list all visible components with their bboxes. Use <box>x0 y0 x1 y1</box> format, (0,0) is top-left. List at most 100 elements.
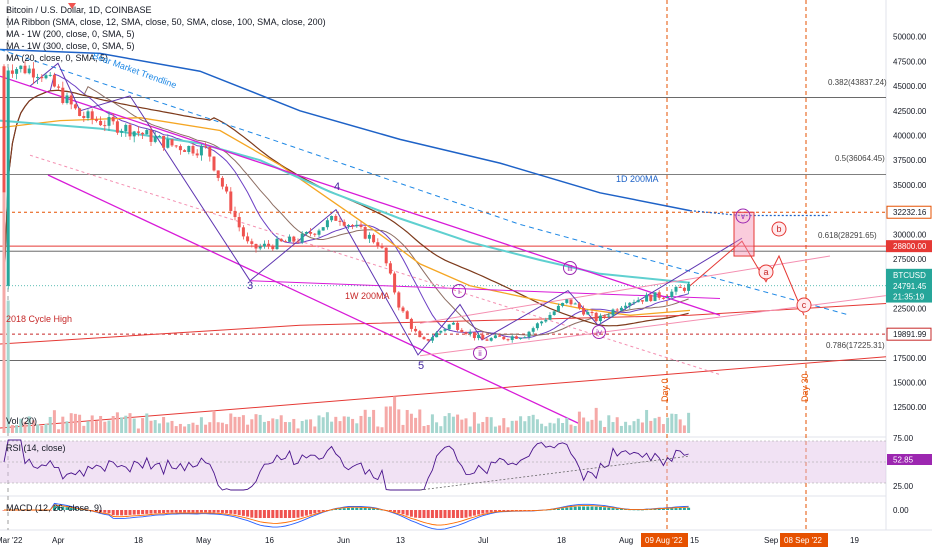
price-tag[interactable]: 32232.16 <box>886 205 932 219</box>
macd-hist-bar <box>338 508 342 510</box>
macd-hist-bar <box>157 510 161 514</box>
candle-body <box>10 70 14 74</box>
price-tag[interactable]: 19891.99 <box>886 327 932 341</box>
indicator-ma-ribbon[interactable]: MA Ribbon (SMA, close, 12, SMA, close, 5… <box>6 17 326 27</box>
candle-body <box>355 224 359 227</box>
macd-hist-bar <box>212 510 216 513</box>
volume-bar <box>367 416 371 433</box>
vol-pane-label[interactable]: Vol (20) <box>6 416 37 426</box>
candle-body <box>262 243 266 247</box>
volume-bar <box>472 412 476 433</box>
volume-bar <box>229 413 233 433</box>
wave-3-label: 3 <box>247 280 253 292</box>
volume-bar <box>477 423 481 433</box>
candle-body <box>472 332 476 339</box>
candle-body <box>338 220 342 222</box>
volume-bar <box>271 418 275 433</box>
macd-hist-bar <box>460 510 464 518</box>
candle-body <box>346 225 350 227</box>
macd-hist-bar <box>552 509 556 510</box>
macd-hist-bar <box>607 507 611 510</box>
candle-body <box>556 305 560 312</box>
time-axis[interactable]: Mar '22 Apr 18 May 16 Jun 13 Jul 18 Aug … <box>0 533 859 547</box>
candle-body <box>573 303 577 305</box>
volume-bar <box>565 417 569 433</box>
price-tick-label: 37500.00 <box>893 156 927 165</box>
wave-5-label: 5 <box>418 360 424 372</box>
channel-mid-line <box>249 280 721 299</box>
macd-hist-bar <box>376 509 380 510</box>
volume-bar <box>241 415 245 433</box>
candle-body <box>523 337 527 339</box>
macd-hist-bar <box>233 510 237 515</box>
time-label-sep08: 08 Sep '22 <box>784 536 823 545</box>
rsi-pane-label[interactable]: RSI (14, close) <box>6 443 66 453</box>
volume-bar <box>204 424 208 433</box>
macd-hist-bar <box>401 510 405 515</box>
candle-body <box>258 246 262 249</box>
price-tag[interactable]: 24791.45 <box>886 279 932 292</box>
volume-bar <box>199 417 203 433</box>
indicator-ma-20[interactable]: MA (20, close, 0, SMA, 5) <box>6 53 108 63</box>
macd-hist-bar <box>414 510 418 518</box>
candle-body <box>170 139 174 146</box>
candle-body <box>103 125 107 127</box>
macd-hist-bar <box>69 507 73 510</box>
candle-body <box>674 286 678 292</box>
volume-bar <box>468 426 472 433</box>
wave-ii-label: ii <box>478 349 482 358</box>
volume-bar <box>57 429 61 433</box>
macd-hist-bar <box>132 510 136 515</box>
price-tag[interactable]: 21:35:19 <box>886 290 932 303</box>
candle-body <box>603 315 607 317</box>
macd-hist-bar <box>120 510 124 516</box>
volume-bar <box>498 425 502 433</box>
event-marker-icon[interactable] <box>68 3 76 9</box>
volume-bar <box>397 409 401 433</box>
volume-bar <box>309 419 313 433</box>
price-tick-label: 30000.00 <box>893 230 927 239</box>
macd-hist-bar <box>334 509 338 510</box>
w200ma-label: 1W 200MA <box>345 291 390 301</box>
price-tag-text: 28800.00 <box>893 242 927 251</box>
volume-bar <box>359 415 363 433</box>
price-tag[interactable]: BTCUSD <box>886 268 932 281</box>
projection-zone-box[interactable] <box>733 211 755 257</box>
volume-bar <box>107 420 111 433</box>
indicator-ma-1w-300[interactable]: MA - 1W (300, close, 0, SMA, 5) <box>6 41 135 51</box>
candle-body <box>485 339 489 341</box>
candle-body <box>90 111 94 120</box>
price-tag-text: 21:35:19 <box>893 293 925 302</box>
macd-hist-bar <box>283 510 287 518</box>
price-tag[interactable]: 28800.00 <box>886 240 932 253</box>
macd-hist-bar <box>447 510 451 518</box>
candle-body <box>405 311 409 319</box>
macd-hist-bar <box>388 510 392 512</box>
macd-pane-label[interactable]: MACD (12, 26, close, 9) <box>6 503 102 513</box>
ma-1d-200-line <box>0 48 691 212</box>
volume-bar <box>405 409 409 433</box>
candle-body <box>464 332 468 334</box>
volume-bar <box>115 412 119 433</box>
volume-bar <box>435 422 439 433</box>
volume-bar <box>292 418 296 433</box>
price-tick-label: 22500.00 <box>893 304 927 313</box>
volume-bar <box>384 406 388 433</box>
volume-bar <box>531 414 535 433</box>
macd-hist-bar <box>153 510 157 514</box>
price-tag-bg <box>886 279 932 292</box>
wave-iv-label: iv <box>596 328 602 337</box>
macd-hist-bar <box>149 510 153 514</box>
indicator-ma-1w-200[interactable]: MA - 1W (200, close, 0, SMA, 5) <box>6 29 135 39</box>
candle-body <box>178 146 182 151</box>
volume-bar <box>502 418 506 433</box>
candle-body <box>498 335 502 337</box>
candle-body <box>611 309 615 316</box>
macd-hist-bar <box>317 510 321 513</box>
candle-body <box>636 300 640 303</box>
volume-bar <box>363 409 367 433</box>
volume-bar <box>334 416 338 433</box>
candle-body <box>216 170 220 178</box>
macd-hist-bar <box>586 506 590 510</box>
